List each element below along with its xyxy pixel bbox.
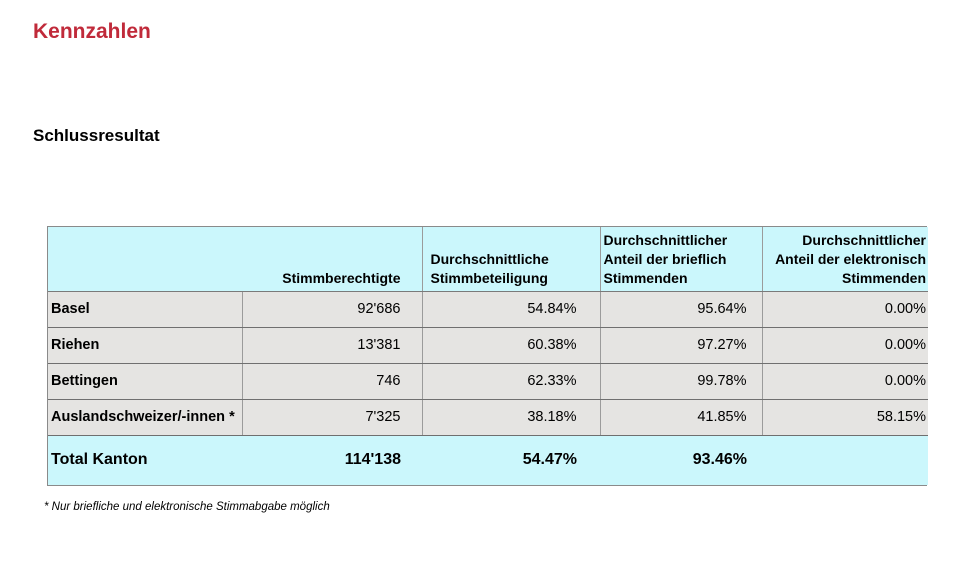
cell-elektronisch: 0.00%	[761, 291, 928, 328]
table-row-bettingen: Bettingen 746 62.33% 99.78% 0.00%	[48, 363, 928, 400]
cell-stimmberechtigte: 7'325	[241, 399, 422, 436]
cell-stimmbeteiligung: 60.38%	[421, 327, 600, 364]
cell-brieflich: 95.64%	[599, 291, 762, 328]
header-elektronisch-anteil: Durchschnittlicher Anteil der elektronis…	[761, 227, 928, 292]
total-row-label: Total Kanton	[48, 435, 242, 485]
footnote: * Nur briefliche und elektronische Stimm…	[44, 501, 330, 513]
cell-elektronisch: 0.00%	[761, 363, 928, 400]
results-table-grid: Stimmberechtigte Durchschnittliche Stimm…	[48, 227, 928, 485]
cell-elektronisch: 0.00%	[761, 327, 928, 364]
table-row-total-kanton: Total Kanton 114'138 54.47% 93.46%	[48, 435, 928, 485]
cell-stimmbeteiligung: 38.18%	[421, 399, 600, 436]
cell-stimmberechtigte: 92'686	[241, 291, 422, 328]
header-row-label-cell	[48, 227, 242, 292]
header-stimmberechtigte: Stimmberechtigte	[242, 227, 422, 292]
page-title: Kennzahlen	[33, 20, 151, 43]
cell-elektronisch: 58.15%	[761, 399, 928, 436]
row-label: Auslandschweizer/-innen *	[48, 399, 242, 436]
cell-brieflich: 97.27%	[599, 327, 762, 364]
cell-stimmberechtigte: 746	[241, 363, 422, 400]
total-stimmbeteiligung: 54.47%	[422, 435, 600, 485]
cell-stimmbeteiligung: 54.84%	[421, 291, 600, 328]
cell-brieflich: 99.78%	[599, 363, 762, 400]
table-row-auslandschweizer: Auslandschweizer/-innen * 7'325 38.18% 4…	[48, 399, 928, 436]
table-header-row: Stimmberechtigte Durchschnittliche Stimm…	[48, 227, 928, 292]
row-label: Riehen	[48, 327, 242, 364]
total-stimmberechtigte: 114'138	[242, 435, 422, 485]
section-title: Schlussresultat	[33, 126, 160, 145]
cell-stimmbeteiligung: 62.33%	[421, 363, 600, 400]
results-table: Stimmberechtigte Durchschnittliche Stimm…	[47, 226, 928, 486]
cell-stimmberechtigte: 13'381	[241, 327, 422, 364]
cell-brieflich: 41.85%	[599, 399, 762, 436]
row-label: Basel	[48, 291, 242, 328]
row-label: Bettingen	[48, 363, 242, 400]
header-stimmbeteiligung: Durchschnittliche Stimmbeteiligung	[421, 227, 600, 292]
total-elektronisch	[762, 435, 928, 485]
total-brieflich: 93.46%	[600, 435, 762, 485]
table-row-basel: Basel 92'686 54.84% 95.64% 0.00%	[48, 291, 928, 328]
header-brieflich-anteil: Durchschnittlicher Anteil der brieflich …	[599, 227, 762, 292]
table-row-riehen: Riehen 13'381 60.38% 97.27% 0.00%	[48, 327, 928, 364]
